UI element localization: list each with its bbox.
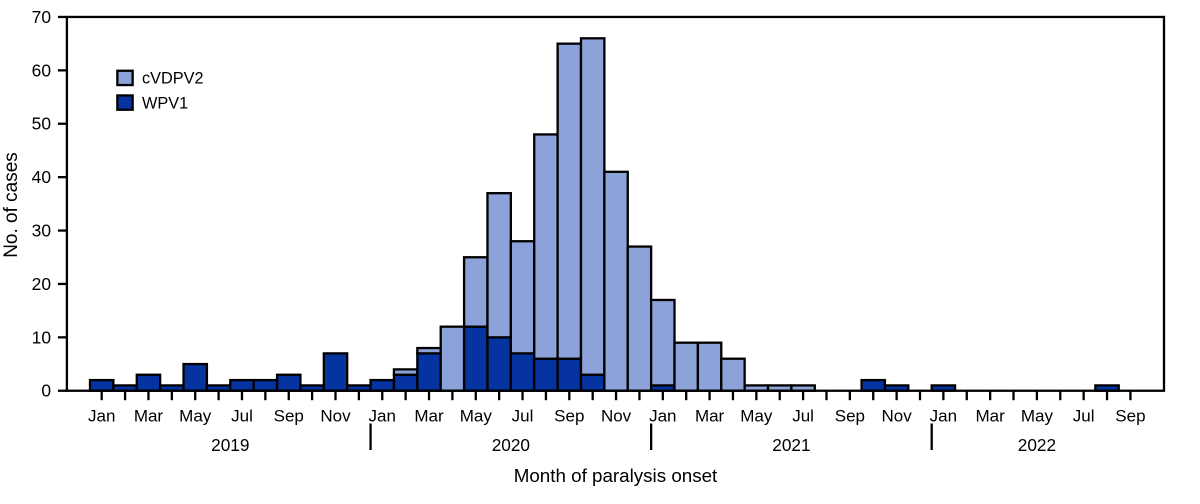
svg-text:Sep: Sep — [1115, 406, 1145, 425]
svg-text:Nov: Nov — [601, 406, 632, 425]
svg-text:Month of paralysis onset: Month of paralysis onset — [514, 465, 718, 486]
svg-text:WPV1: WPV1 — [142, 94, 188, 112]
svg-text:2020: 2020 — [492, 435, 530, 455]
svg-text:60: 60 — [32, 60, 51, 80]
svg-text:Nov: Nov — [882, 406, 913, 425]
svg-text:Jul: Jul — [231, 406, 253, 425]
svg-text:2019: 2019 — [211, 435, 249, 455]
svg-text:Sep: Sep — [835, 406, 865, 425]
svg-text:May: May — [1021, 406, 1054, 425]
svg-text:May: May — [460, 406, 493, 425]
svg-text:30: 30 — [32, 220, 51, 240]
svg-text:2022: 2022 — [1018, 435, 1056, 455]
svg-text:70: 70 — [32, 7, 51, 27]
svg-text:Sep: Sep — [274, 406, 304, 425]
svg-text:Jan: Jan — [649, 406, 676, 425]
svg-text:Mar: Mar — [134, 406, 164, 425]
svg-text:May: May — [179, 406, 212, 425]
svg-text:Jul: Jul — [792, 406, 814, 425]
svg-text:Jan: Jan — [369, 406, 396, 425]
svg-text:cVDPV2: cVDPV2 — [142, 70, 204, 88]
svg-text:Nov: Nov — [320, 406, 351, 425]
svg-text:Sep: Sep — [554, 406, 584, 425]
svg-text:Mar: Mar — [695, 406, 725, 425]
svg-text:May: May — [740, 406, 773, 425]
svg-text:Jan: Jan — [88, 406, 115, 425]
svg-text:2021: 2021 — [772, 435, 810, 455]
svg-text:Jul: Jul — [1073, 406, 1095, 425]
svg-text:10: 10 — [32, 327, 51, 347]
svg-text:20: 20 — [32, 274, 51, 294]
svg-text:40: 40 — [32, 167, 51, 187]
svg-text:50: 50 — [32, 114, 51, 134]
svg-text:No. of cases: No. of cases — [1, 152, 22, 258]
svg-text:Mar: Mar — [975, 406, 1005, 425]
svg-text:0: 0 — [41, 381, 51, 401]
svg-text:Mar: Mar — [414, 406, 444, 425]
svg-text:Jan: Jan — [930, 406, 957, 425]
svg-text:Jul: Jul — [512, 406, 534, 425]
